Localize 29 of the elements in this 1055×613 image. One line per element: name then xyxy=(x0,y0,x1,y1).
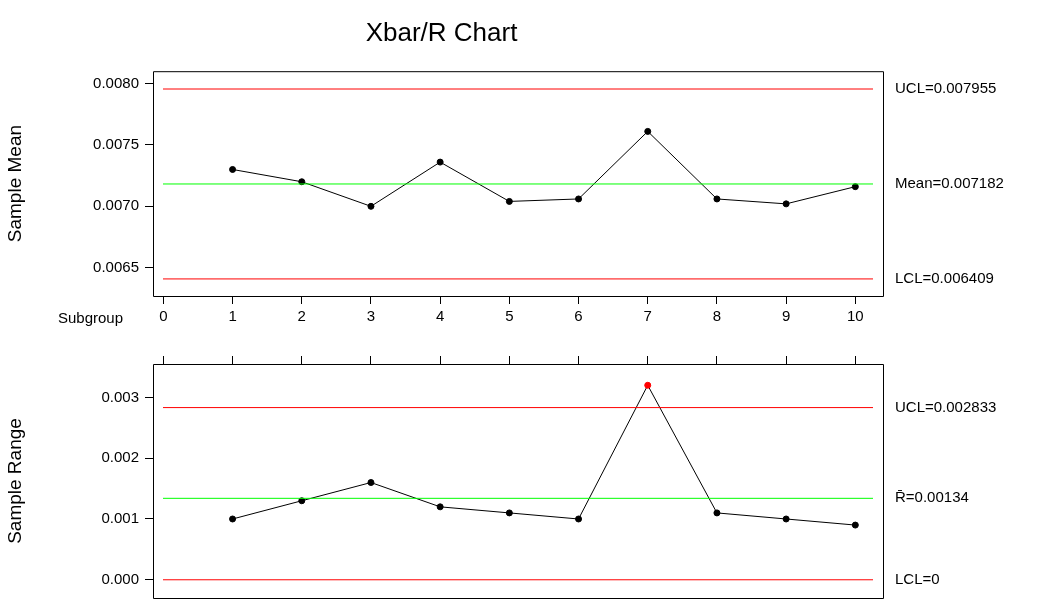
x-tick-label: 2 xyxy=(297,307,306,325)
ref-line-label: R̄=0.00134 xyxy=(895,488,969,506)
x-axis-title: Subgroup xyxy=(57,309,123,327)
y-axis-title: Sample Range xyxy=(3,418,25,544)
y-tick-label: 0.0065 xyxy=(93,257,139,275)
ref-line-label: LCL=0 xyxy=(895,569,940,587)
y-tick-label: 0.003 xyxy=(101,387,139,405)
y-tick-label: 0.000 xyxy=(101,569,139,587)
x-tick-label: 5 xyxy=(505,307,514,325)
ref-line-label: LCL=0.006409 xyxy=(895,269,994,287)
ref-line-label: Mean=0.007182 xyxy=(895,174,1004,192)
chart-title: Xbar/R Chart xyxy=(365,16,519,47)
x-tick-label: 6 xyxy=(574,307,583,325)
x-tick-label: 10 xyxy=(846,307,864,325)
x-tick-label: 3 xyxy=(366,307,376,325)
ref-line-label: UCL=0.007955 xyxy=(895,79,997,97)
ref-line-label: UCL=0.002833 xyxy=(895,397,997,415)
y-tick-label: 0.0075 xyxy=(93,135,139,153)
x-tick-label: 7 xyxy=(643,307,652,325)
y-tick-label: 0.001 xyxy=(101,509,139,527)
x-tick-label: 1 xyxy=(228,307,237,325)
x-tick-label: 4 xyxy=(435,307,445,325)
y-tick-label: 0.002 xyxy=(101,448,139,466)
y-axis-title: Sample Mean xyxy=(3,124,25,243)
x-tick-label: 9 xyxy=(781,307,791,325)
x-tick-label: 0 xyxy=(159,307,168,325)
y-tick-label: 0.0070 xyxy=(93,196,139,214)
x-tick-label: 8 xyxy=(712,307,722,325)
y-tick-label: 0.0080 xyxy=(93,73,139,91)
